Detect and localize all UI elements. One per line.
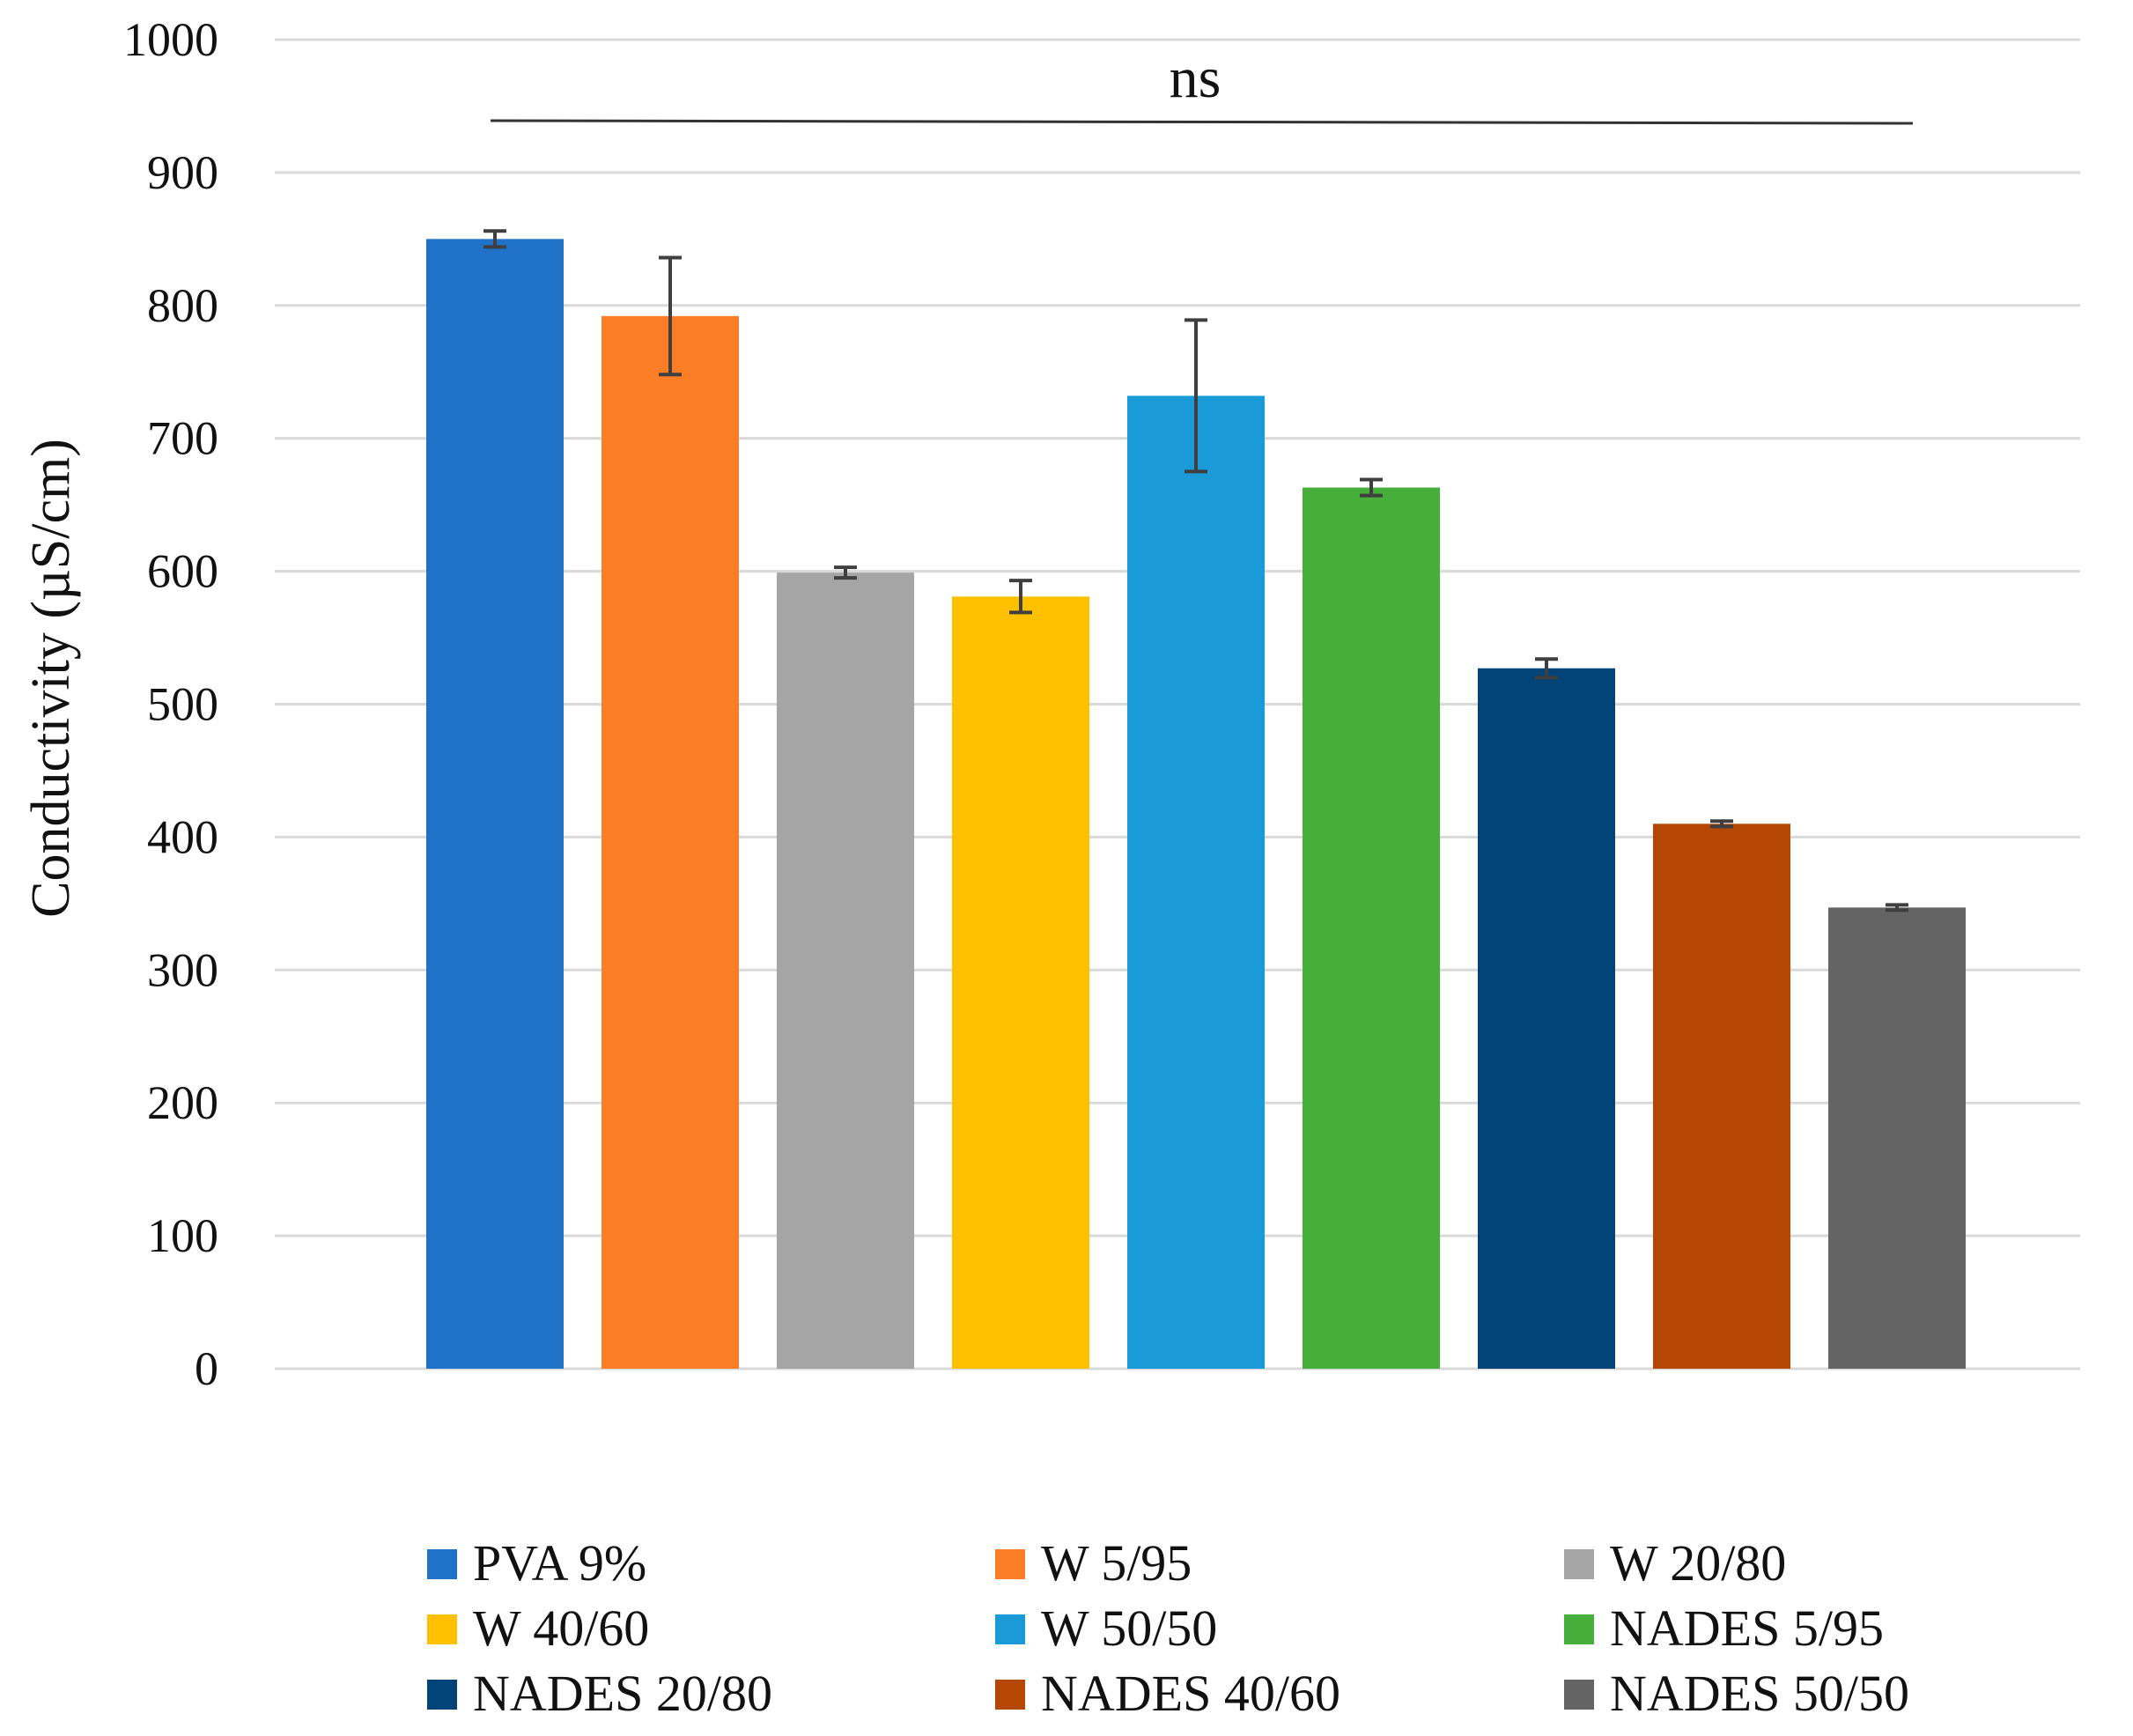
legend-label: W 20/80: [1610, 1534, 1786, 1592]
legend-item: NADES 5/95: [1564, 1599, 1884, 1657]
bar-w-5-95: [602, 315, 739, 1369]
y-tick-label: 400: [147, 810, 218, 863]
y-tick-label: 500: [147, 678, 218, 731]
error-bar: [1710, 819, 1733, 829]
error-bar: [1535, 657, 1558, 680]
y-tick-label: 800: [147, 279, 218, 332]
y-tick-label: 0: [195, 1342, 218, 1395]
legend-swatch: [1564, 1614, 1594, 1644]
error-bar: [1185, 318, 1207, 474]
legend-label: W 40/60: [473, 1599, 649, 1657]
y-tick-label: 600: [147, 545, 218, 598]
legend-item: NADES 40/60: [995, 1665, 1340, 1722]
legend-item: W 40/60: [427, 1599, 649, 1657]
legend-label: NADES 20/80: [473, 1665, 772, 1722]
legend-swatch: [1564, 1680, 1594, 1710]
legend-label: W 5/95: [1041, 1534, 1192, 1592]
error-bar: [483, 229, 506, 249]
y-tick-label: 900: [147, 146, 218, 199]
legend-swatch: [1564, 1549, 1594, 1579]
legend-item: PVA 9%: [427, 1534, 646, 1592]
error-bar: [834, 565, 857, 580]
bar-pva-9: [426, 239, 564, 1370]
error-bar: [1009, 579, 1032, 615]
y-axis-ticks: 0 100 200 300 400 500 600 700 800 900 1000: [123, 13, 218, 1395]
legend-label: W 50/50: [1041, 1599, 1217, 1657]
y-axis-title: Conductivity (µS/cm): [21, 439, 81, 918]
error-bar: [1886, 903, 1908, 912]
y-tick-label: 700: [147, 412, 218, 465]
bar-w-20-80: [777, 573, 914, 1369]
legend-swatch: [995, 1549, 1025, 1579]
legend-swatch: [427, 1549, 457, 1579]
legend-swatch: [995, 1614, 1025, 1644]
legend-item: W 5/95: [995, 1534, 1192, 1592]
significance-line: [490, 119, 1914, 125]
legend-label: NADES 5/95: [1610, 1599, 1884, 1657]
legend-label: PVA 9%: [473, 1534, 646, 1592]
legend-swatch: [427, 1614, 457, 1644]
error-bars: [483, 229, 1908, 912]
legend-item: NADES 50/50: [1564, 1665, 1909, 1722]
error-bar: [659, 255, 682, 377]
legend-swatch: [427, 1680, 457, 1710]
legend-item: W 50/50: [995, 1599, 1217, 1657]
y-tick-label: 100: [147, 1209, 218, 1262]
bar-nades-5-95: [1303, 487, 1440, 1369]
bar-w-50-50: [1127, 395, 1265, 1369]
error-bar: [1360, 477, 1383, 498]
bar-w-40-60: [952, 596, 1089, 1369]
legend: PVA 9% W 5/95 W 20/80 W 40/60 W 50/50 NADES 5…: [427, 1534, 1909, 1722]
bar-nades-20-80: [1478, 668, 1615, 1369]
legend-swatch: [995, 1680, 1025, 1710]
legend-item: W 20/80: [1564, 1534, 1786, 1592]
bars: [426, 239, 1966, 1370]
legend-label: NADES 40/60: [1041, 1665, 1340, 1722]
y-tick-label: 200: [147, 1076, 218, 1129]
y-tick-label: 1000: [123, 13, 218, 66]
bar-nades-40-60: [1653, 824, 1790, 1369]
bar-nades-50-50: [1828, 907, 1966, 1369]
legend-label: NADES 50/50: [1610, 1665, 1909, 1722]
legend-item: NADES 20/80: [427, 1665, 772, 1722]
significance-label: ns: [1170, 46, 1221, 110]
y-tick-label: 300: [147, 943, 218, 996]
